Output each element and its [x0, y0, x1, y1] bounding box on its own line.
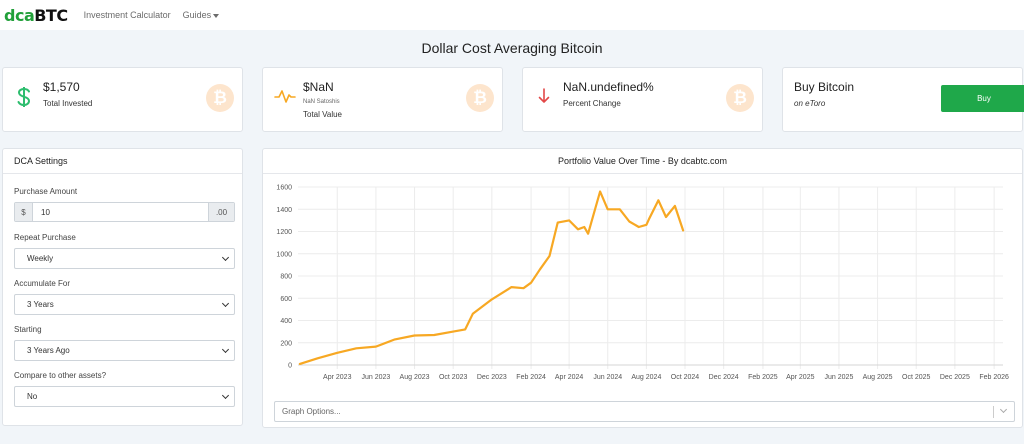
total-value-label: Total Value [303, 110, 342, 119]
y-tick-label: 800 [280, 274, 292, 281]
x-tick-label: Feb 2024 [516, 374, 546, 381]
select-separator [993, 406, 994, 418]
buy-bitcoin-card: Buy Bitcoin on eToro Buy [782, 67, 1024, 132]
starting-label: Starting [14, 325, 42, 334]
chevron-down-icon [999, 405, 1008, 414]
x-tick-label: Oct 2025 [902, 374, 931, 381]
total-value-card: $NaN NaN Satoshis Total Value ₿ [262, 67, 503, 132]
x-tick-label: Aug 2025 [863, 374, 893, 381]
logo-dca: dca [4, 5, 35, 25]
arrow-down-icon [538, 88, 550, 103]
portfolio-line-chart: 0 200 400 600 800 1000 1200 1400 1600 Apr 2023 Jun… [276, 185, 1009, 382]
compare-assets-label: Compare to other assets? [14, 371, 107, 380]
chart-title: Portfolio Value Over Time - By dcabtc.co… [263, 149, 1022, 174]
y-tick-label: 0 [288, 363, 292, 370]
satoshis-label: NaN Satoshis [303, 99, 340, 105]
y-tick-label: 600 [280, 296, 292, 303]
caret-down-icon [213, 13, 220, 18]
nav-link-guides[interactable]: Guides [183, 10, 220, 20]
x-tick-label: Apr 2025 [786, 374, 815, 381]
starting-select[interactable]: 3 Years Ago [14, 340, 235, 361]
y-tick-label: 1400 [276, 207, 292, 214]
bitcoin-coin-icon: ₿ [466, 84, 494, 112]
y-tick-label: 1200 [276, 229, 292, 236]
dca-settings-card: DCA Settings Purchase Amount $ 10 .00 Re… [2, 148, 243, 426]
graph-options-select[interactable]: Graph Options... [274, 401, 1015, 422]
x-tick-label: Dec 2025 [940, 374, 970, 381]
graph-options-placeholder: Graph Options... [282, 407, 341, 416]
chevron-down-icon [221, 345, 230, 354]
currency-prefix: $ [15, 203, 33, 221]
repeat-purchase-label: Repeat Purchase [14, 233, 76, 242]
total-invested-value: $1,570 [43, 80, 80, 94]
logo-btc: BTC [34, 5, 68, 25]
x-tick-label: Oct 2024 [671, 374, 700, 381]
total-value-value: $NaN [303, 80, 334, 94]
buy-bitcoin-sub: on eToro [794, 99, 826, 108]
x-tick-label: Apr 2024 [555, 374, 584, 381]
purchase-amount-label: Purchase Amount [14, 187, 78, 196]
accumulate-for-select[interactable]: 3 Years [14, 294, 235, 315]
logo[interactable]: dcaBTC [4, 6, 68, 25]
portfolio-value-line [298, 190, 685, 365]
accumulate-for-value: 3 Years [27, 300, 54, 309]
total-invested-card: $1,570 Total Invested ₿ [2, 67, 243, 132]
accumulate-for-label: Accumulate For [14, 279, 71, 288]
buy-button[interactable]: Buy [941, 85, 1024, 112]
purchase-amount-input[interactable]: 10 [41, 207, 50, 217]
percent-change-card: NaN.undefined% Percent Change ₿ [522, 67, 763, 132]
x-tick-label: Feb 2026 [979, 374, 1009, 381]
chevron-down-icon [221, 299, 230, 308]
x-tick-label: Oct 2023 [439, 374, 468, 381]
x-tick-label: Dec 2024 [709, 374, 739, 381]
buy-bitcoin-title: Buy Bitcoin [794, 80, 855, 94]
y-tick-label: 200 [280, 340, 292, 347]
cents-suffix: .00 [208, 203, 234, 221]
nav-link-guides-label: Guides [182, 10, 212, 20]
x-tick-label: Apr 2023 [323, 374, 352, 381]
percent-change-value: NaN.undefined% [563, 80, 654, 94]
x-tick-label: Jun 2023 [362, 374, 391, 381]
bitcoin-coin-icon: ₿ [206, 84, 234, 112]
y-tick-label: 1000 [276, 251, 292, 258]
repeat-purchase-value: Weekly [27, 254, 54, 263]
pulse-icon [274, 90, 296, 103]
compare-assets-select[interactable]: No [14, 386, 235, 407]
portfolio-chart-card: Portfolio Value Over Time - By dcabtc.co… [262, 148, 1023, 428]
total-invested-label: Total Invested [43, 99, 93, 108]
percent-change-label: Percent Change [563, 99, 621, 108]
y-tick-label: 400 [280, 318, 292, 325]
navbar: dcaBTC Investment Calculator Guides [0, 0, 1024, 30]
chevron-down-icon [221, 253, 230, 262]
purchase-amount-input-group: $ 10 .00 [14, 202, 235, 222]
x-tick-label: Feb 2025 [748, 374, 778, 381]
starting-value: 3 Years Ago [27, 346, 70, 355]
x-tick-label: Jun 2024 [593, 374, 622, 381]
x-tick-label: Dec 2023 [477, 374, 507, 381]
repeat-purchase-select[interactable]: Weekly [14, 248, 235, 269]
nav-link-investment-calculator[interactable]: Investment Calculator [83, 10, 171, 20]
compare-assets-value: No [27, 392, 38, 401]
dca-settings-header: DCA Settings [3, 149, 242, 174]
y-tick-label: 1600 [276, 185, 292, 192]
bitcoin-coin-icon: ₿ [726, 84, 754, 112]
x-tick-label: Aug 2023 [400, 374, 430, 381]
chevron-down-icon [221, 391, 230, 400]
page-title: Dollar Cost Averaging Bitcoin [421, 40, 603, 56]
x-tick-label: Jun 2025 [825, 374, 854, 381]
x-tick-label: Aug 2024 [631, 374, 661, 381]
dollar-icon [17, 87, 31, 107]
